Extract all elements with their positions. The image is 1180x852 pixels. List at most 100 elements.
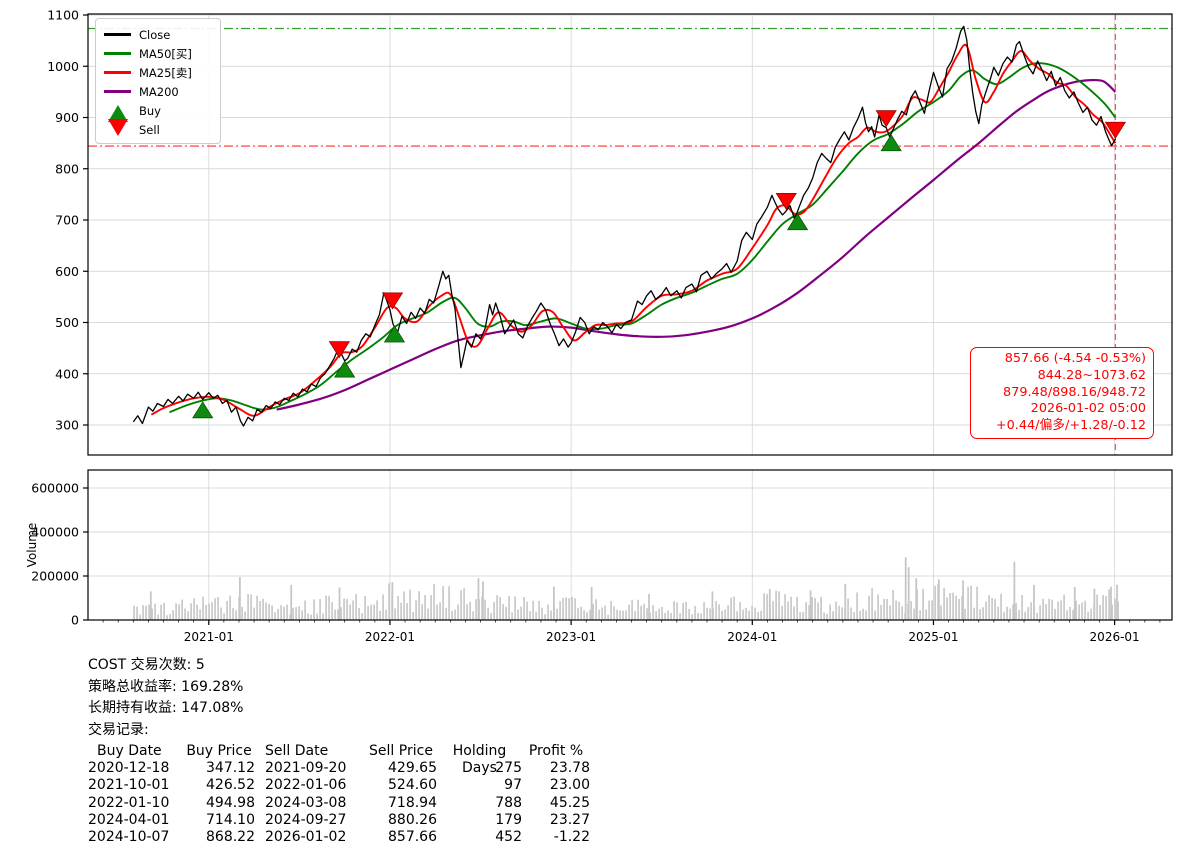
trade-cell: 2024-03-08 <box>265 794 347 811</box>
annotation-datetime: 2026-01-02 05:00 <box>1030 401 1146 417</box>
col-buy-date: Buy Date <box>97 743 162 759</box>
sell-marker <box>1104 121 1127 139</box>
legend-item-ma25: MA25[卖] <box>104 63 212 82</box>
ma25-line-icon <box>104 71 131 74</box>
buy-triangle-icon <box>104 105 131 122</box>
series-Close <box>132 25 1116 427</box>
price-tick-label: 400 <box>55 366 79 381</box>
trade-row: 2024-10-07 868.22 2026-01-02 857.66 452 -1.22 <box>88 829 590 846</box>
trade-cell: 2021-10-01 <box>88 777 170 794</box>
legend-label: Sell <box>139 122 160 137</box>
legend-item-ma50: MA50[买] <box>104 44 212 63</box>
trade-cell: 718.94 <box>388 794 437 811</box>
trade-cell: 429.65 <box>388 760 437 777</box>
sell-marker <box>875 110 897 128</box>
date-tick-label: 2026-01 <box>1090 630 1140 644</box>
trade-cell: 2024-04-01 <box>88 811 170 828</box>
trade-cell: 2021-09-20 <box>265 760 347 777</box>
annotation-ma-values: 879.48/898.16/948.72 <box>1003 384 1146 400</box>
trade-cell: 179 <box>495 811 522 828</box>
price-tick-label: 800 <box>55 161 79 176</box>
volume-tick-label: 0 <box>71 613 79 628</box>
volume-bars <box>133 557 1119 620</box>
trade-cell: 23.00 <box>549 777 590 794</box>
trade-cell: 2022-01-06 <box>265 777 347 794</box>
col-sell-date: Sell Date <box>265 743 329 759</box>
gridlines <box>88 14 1172 620</box>
trade-cell: 857.66 <box>388 828 437 845</box>
trade-cell: 347.12 <box>206 760 255 777</box>
col-holding-days: Holding Days <box>452 743 507 777</box>
trade-cell: 2024-09-27 <box>265 811 347 828</box>
trade-cell: 426.52 <box>206 777 255 794</box>
volume-axis-title: Volume <box>25 523 39 568</box>
hold-return-line: 长期持有收益: 147.08% <box>88 700 244 716</box>
price-tick-label: 300 <box>55 418 79 433</box>
buy-marker <box>880 134 902 152</box>
volume-tick-label: 200000 <box>31 569 79 584</box>
date-tick-label: 2025-01 <box>908 630 958 644</box>
date-tick-label: 2021-01 <box>184 630 234 644</box>
trade-cell: 23.27 <box>549 811 590 828</box>
trade-cell: 880.26 <box>388 811 437 828</box>
price-tick-label: 600 <box>55 264 79 279</box>
series-MA200 <box>276 78 1117 411</box>
trade-record-title: 交易记录: <box>88 721 149 738</box>
trade-row: 2022-01-10 494.98 2024-03-08 718.94 788 45.25 <box>88 795 590 812</box>
legend-label: MA25[卖] <box>139 65 192 80</box>
trade-row: 2021-10-01 426.52 2022-01-06 524.60 97 23.00 <box>88 777 590 794</box>
legend-label: MA50[买] <box>139 46 192 61</box>
annotation-range: 844.28~1073.62 <box>1037 367 1146 383</box>
price-tick-label: 1100 <box>47 8 79 23</box>
trade-cell: 868.22 <box>206 828 255 845</box>
annotation-price-change: 857.66 (-4.54 -0.53%) <box>1004 351 1146 366</box>
trade-cell: 45.25 <box>549 794 590 811</box>
date-tick-label: 2023-01 <box>546 630 596 644</box>
sell-marker <box>328 341 351 359</box>
trade-cell: 2020-12-18 <box>88 760 170 777</box>
trade-cell: 452 <box>495 828 522 845</box>
price-annotation-box: 857.66 (-4.54 -0.53%) 844.28~1073.62 879… <box>970 347 1154 439</box>
trade-cell: 714.10 <box>206 811 255 828</box>
trade-cell: 97 <box>504 777 522 794</box>
series-MA50[买] <box>169 62 1117 414</box>
legend-item-ma200: MA200 <box>104 82 212 101</box>
volume-tick-label: 400000 <box>31 525 79 540</box>
sell-marker <box>775 192 797 210</box>
trade-cell: 275 <box>495 760 522 777</box>
strategy-return-line: 策略总收益率: 169.28% <box>88 678 244 695</box>
price-tick-label: 700 <box>55 213 79 228</box>
legend-item-sell: Sell <box>104 118 212 139</box>
close-line-icon <box>104 33 131 36</box>
buy-marker <box>192 401 214 419</box>
trade-cell: 788 <box>495 794 522 811</box>
trade-cell: -1.22 <box>553 828 590 845</box>
sell-marker <box>381 292 404 310</box>
legend-label: Close <box>139 27 171 42</box>
trade-cell: 494.98 <box>206 794 255 811</box>
buy-marker <box>786 213 809 231</box>
axes <box>83 13 1173 625</box>
col-buy-price: Buy Price <box>186 743 252 759</box>
trade-row: 2020-12-18 347.12 2021-09-20 429.65 275 23.78 <box>88 760 590 777</box>
date-tick-label: 2024-01 <box>727 630 777 644</box>
col-profit-pct: Profit % <box>528 743 584 759</box>
date-tick-label: 2022-01 <box>365 630 415 644</box>
col-sell-price: Sell Price <box>369 743 433 759</box>
strategy-summary: COST 交易次数: 5 策略总收益率: 169.28% 长期持有收益: 147… <box>88 655 590 846</box>
axis-labels: 300 400 500 600 700 800 900 1000 1100 0 200000 4000… <box>25 8 1140 645</box>
trade-cell: 524.60 <box>388 777 437 794</box>
volume-tick-label: 600000 <box>31 481 79 496</box>
trade-table: Buy Date Buy Price Sell Date Sell Price … <box>88 743 590 846</box>
legend-item-close: Close <box>104 25 212 44</box>
ma50-line-icon <box>104 52 131 55</box>
trade-cell: 23.78 <box>549 760 590 777</box>
buy-marker <box>334 360 356 378</box>
legend-label: Buy <box>139 103 161 118</box>
legend-item-buy: Buy <box>104 101 212 122</box>
price-tick-label: 900 <box>55 110 79 125</box>
trade-table-header: Buy Date Buy Price Sell Date Sell Price … <box>88 743 590 776</box>
trade-row: 2024-04-01 714.10 2024-09-27 880.26 179 23.27 <box>88 812 590 829</box>
price-tick-label: 1000 <box>47 59 79 74</box>
